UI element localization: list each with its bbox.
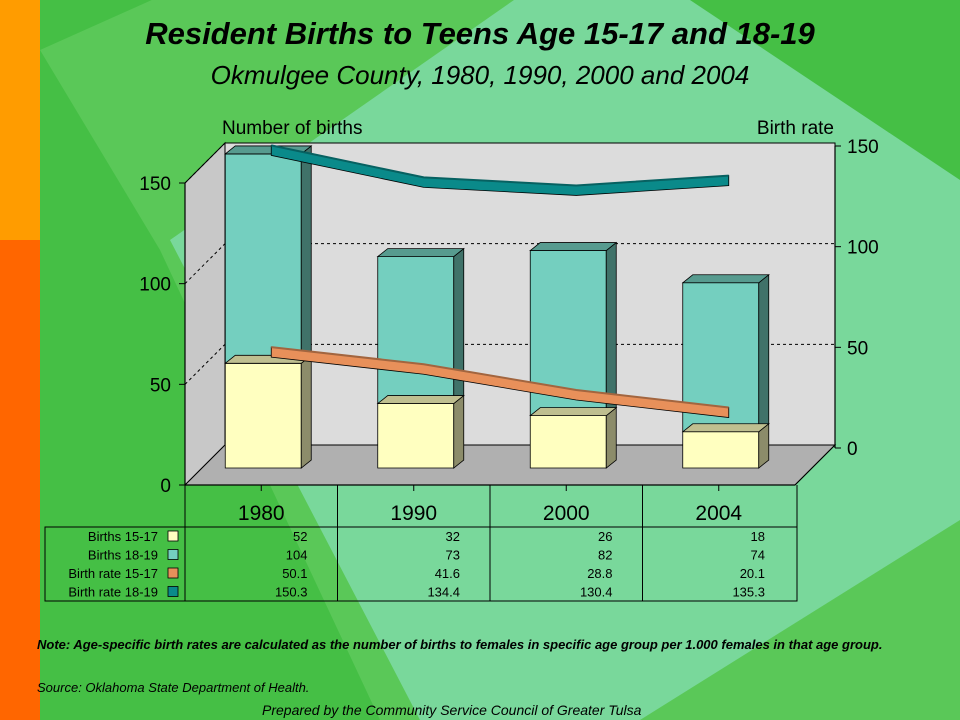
table-cell: 28.8 (587, 566, 612, 581)
legend-swatch (167, 586, 179, 597)
x-axis-depth (794, 444, 836, 486)
y2-tick-label: 0 (847, 439, 858, 460)
table-cell: 52 (293, 529, 307, 544)
table-cell: 26 (598, 529, 612, 544)
bar-births-15-17 (529, 406, 618, 469)
x-tick-label: 1990 (390, 502, 437, 525)
table-cell: 18 (751, 529, 765, 544)
table-row-label: Births 18-19 (88, 548, 158, 563)
legend-swatch (167, 530, 179, 542)
table-cell: 134.4 (427, 585, 460, 600)
prepared-by-text: Prepared by the Community Service Counci… (262, 702, 642, 718)
bar-births-15-17 (681, 422, 770, 469)
y2-tick-label: 150 (847, 137, 879, 158)
bar-births-18-19 (224, 145, 313, 365)
chart-side-wall (184, 141, 226, 487)
table-row-label: Birth rate 15-17 (68, 566, 158, 581)
table-row-label: Birth rate 18-19 (68, 585, 158, 600)
line-birth-rate-15-17-edge (271, 346, 729, 409)
bar-births-15-17 (224, 354, 313, 469)
table-row-label: Births 15-17 (88, 529, 158, 544)
table-cell: 135.3 (732, 585, 765, 600)
y2-axis-label: Birth rate (757, 118, 834, 139)
table-cell: 73 (446, 548, 460, 563)
table-cell: 20.1 (740, 566, 765, 581)
x-tick-label: 1980 (238, 502, 285, 525)
chart-title: Resident Births to Teens Age 15-17 and 1… (145, 16, 815, 51)
legend-swatch (167, 567, 179, 579)
chart-subtitle: Okmulgee County, 1980, 1990, 2000 and 20… (210, 60, 750, 90)
bar-births-15-17 (376, 394, 465, 469)
line-birth-rate-18-19-edge (271, 144, 729, 187)
legend-swatch (167, 549, 179, 560)
table-cell: 32 (446, 529, 460, 544)
y-tick-label: 100 (139, 275, 171, 296)
note-text: Note: Age-specific birth rates are calcu… (37, 637, 883, 652)
y-tick-label: 150 (139, 174, 171, 195)
source-text: Source: Oklahoma State Department of Hea… (37, 680, 310, 695)
y-axis-label: Number of births (222, 118, 362, 139)
bar-births-18-19 (529, 241, 618, 417)
table-cell: 82 (598, 548, 612, 563)
y-tick-label: 50 (150, 375, 171, 396)
table-cell: 130.4 (580, 585, 613, 600)
bar-births-18-19 (681, 273, 770, 433)
y2-tick-label: 100 (847, 238, 879, 259)
table-cell: 74 (751, 548, 765, 563)
y2-tick-label: 50 (847, 338, 868, 359)
table-cell: 150.3 (275, 585, 308, 600)
x-tick-label: 2004 (695, 502, 742, 525)
y-tick-label: 0 (160, 476, 171, 497)
table-cell: 50.1 (282, 566, 307, 581)
table-cell: 41.6 (435, 566, 460, 581)
x-tick-label: 2000 (543, 502, 590, 525)
table-cell: 104 (286, 548, 308, 563)
bar-births-18-19 (376, 247, 465, 405)
